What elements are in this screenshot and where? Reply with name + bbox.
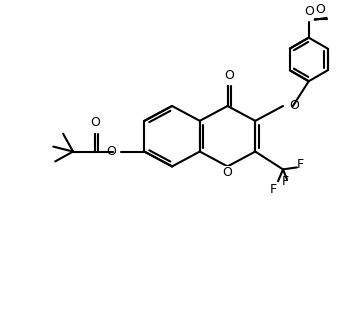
Text: O: O — [90, 116, 100, 129]
Text: F: F — [297, 158, 304, 171]
Text: O: O — [304, 5, 314, 18]
Text: O: O — [223, 166, 232, 179]
Text: F: F — [270, 183, 277, 196]
Text: O: O — [316, 3, 325, 16]
Text: O: O — [224, 69, 234, 82]
Text: F: F — [281, 175, 289, 188]
Text: O: O — [289, 100, 299, 113]
Text: O: O — [107, 145, 117, 158]
